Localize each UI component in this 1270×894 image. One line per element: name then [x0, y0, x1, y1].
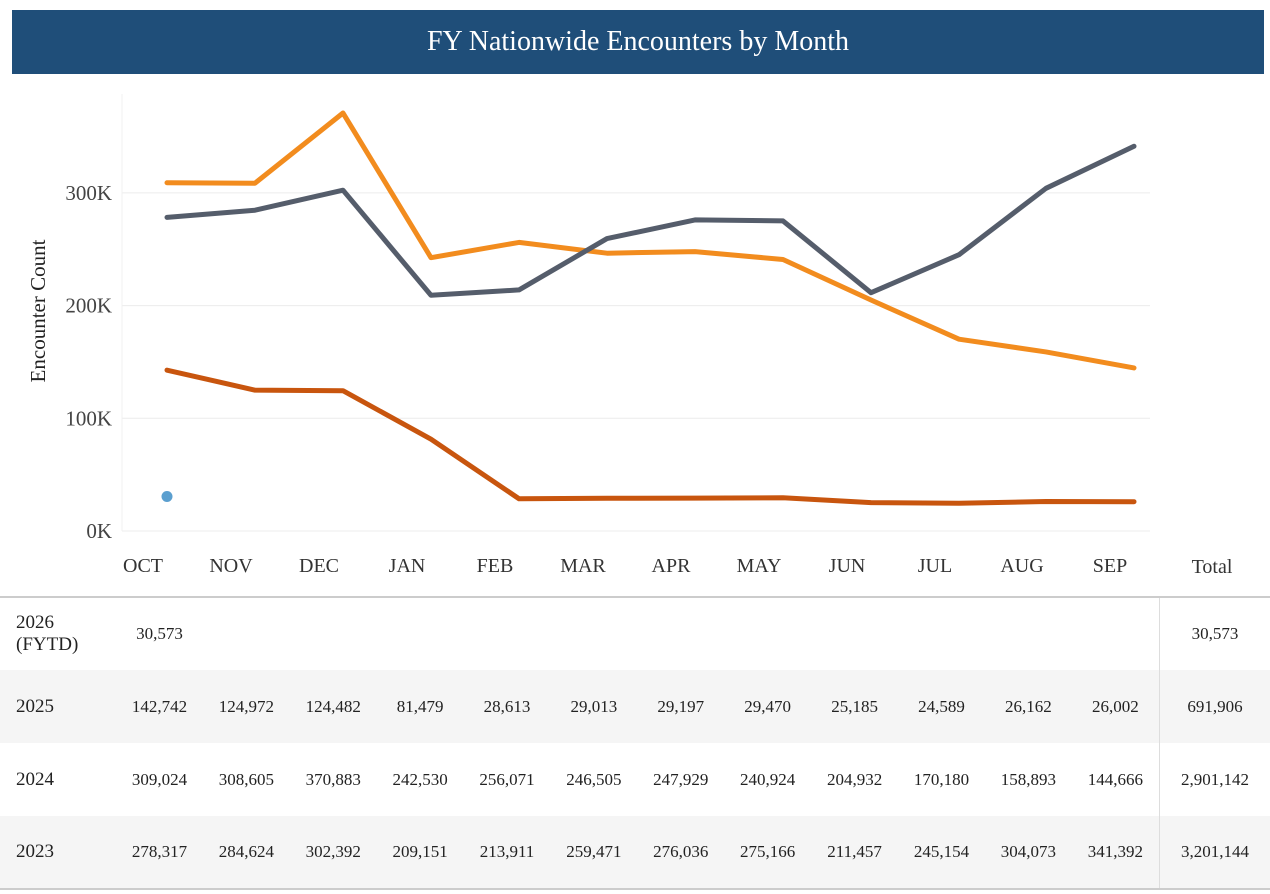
- table-cell: 124,482: [289, 670, 377, 743]
- table-cell: 26,162: [984, 670, 1072, 743]
- table-cell: [1071, 596, 1160, 670]
- table-cell: 256,071: [479, 769, 535, 789]
- row-year-label: 2023: [0, 816, 116, 890]
- y-tick-label: 0K: [86, 519, 112, 543]
- x-tick-label-mar: MAR: [560, 555, 606, 577]
- table-cell: 278,317: [116, 816, 203, 890]
- series-lines: [161, 110, 1137, 506]
- x-tick-label-dec: DEC: [299, 555, 339, 577]
- y-tick-label: 300K: [65, 181, 112, 205]
- y-axis-label: Encounter Count: [26, 239, 50, 382]
- x-tick-label-sep: SEP: [1093, 555, 1127, 577]
- table-cell: 142,742: [116, 670, 203, 743]
- y-axis-ticks: 0K 100K 200K 300K: [65, 181, 112, 543]
- y-tick-label: 100K: [65, 406, 112, 430]
- table-cell: 276,036: [637, 816, 725, 890]
- table-row: 2023 278,317 284,624 302,392 209,151 213,911 2…: [0, 816, 1270, 890]
- row-total: 3,201,144: [1159, 816, 1270, 890]
- table-cell: 24,589: [898, 670, 985, 743]
- x-tick-label-jul: JUL: [918, 555, 952, 577]
- table-row: 2025 142,742 124,972 124,482 81,479 28,613 29,…: [0, 670, 1270, 743]
- table-cell: 211,457: [811, 816, 899, 890]
- row-year-label: 2026 (FYTD): [0, 596, 116, 670]
- table-cell: 30,573: [116, 596, 203, 670]
- x-tick-label-aug: AUG: [1000, 555, 1043, 577]
- table-row: 2026 (FYTD) 30,573 30,573: [0, 596, 1270, 670]
- total-column-header: Total: [1192, 556, 1233, 578]
- row-total: 30,573: [1159, 596, 1270, 670]
- chart-title-bar: FY Nationwide Encounters by Month: [12, 10, 1264, 74]
- row-total: 2,901,142: [1159, 743, 1270, 816]
- table-cell: 302,392: [289, 816, 377, 890]
- gridlines: [121, 94, 1150, 532]
- table-cell: 370,883: [305, 769, 361, 789]
- x-axis-ticks: OCT NOV DEC JAN FEB MAR APR MAY JUN JUL AUG SEP: [123, 555, 1127, 577]
- table-cell: 242,530: [392, 769, 448, 789]
- table-cell: [463, 596, 551, 670]
- table-cell: 308,605: [218, 769, 274, 789]
- table-cell: [289, 596, 377, 670]
- row-total: 691,906: [1159, 670, 1270, 743]
- table-cell: [550, 596, 638, 670]
- x-tick-label-jan: JAN: [389, 555, 426, 577]
- x-tick-label-jun: JUN: [829, 555, 866, 577]
- table-cell: 240,924: [740, 769, 796, 789]
- table-cell: 170,180: [913, 769, 970, 789]
- series-2026-fytd-point: [161, 491, 173, 503]
- table-cell: 25,185: [811, 670, 899, 743]
- table-cell: 341,392: [1071, 816, 1160, 890]
- table-cell: 304,073: [984, 816, 1072, 890]
- table-cell: 81,479: [376, 670, 464, 743]
- table-cell: 144,666: [1087, 769, 1144, 789]
- table-cell: 246,505: [566, 769, 622, 789]
- table-cell: 29,197: [637, 670, 725, 743]
- table-row: 2024 309,024 308,605 370,883 242,530 256,071 2…: [0, 743, 1270, 816]
- table-cell: [202, 596, 290, 670]
- x-tick-label-oct: OCT: [123, 555, 163, 577]
- line-chart: 0K 100K 200K 300K Encounter Count OCT NOV DEC…: [26, 94, 1233, 578]
- series-2023-line: [164, 143, 1137, 298]
- table-cell: [898, 596, 985, 670]
- table-cell: 29,013: [550, 670, 638, 743]
- x-tick-label-apr: APR: [652, 555, 692, 577]
- table-cell: 124,972: [202, 670, 290, 743]
- table-cell: 284,624: [202, 816, 290, 890]
- table-cell: [376, 596, 464, 670]
- table-cell: [724, 596, 812, 670]
- table-cell: 245,154: [898, 816, 985, 890]
- row-year-label: 2024: [16, 768, 54, 790]
- y-tick-label: 200K: [65, 294, 112, 318]
- series-2025-line: [164, 367, 1137, 506]
- table-cell: [811, 596, 899, 670]
- data-table: 2026 (FYTD) 30,573 30,573 2025 142,742 124,972…: [0, 596, 1270, 890]
- table-cell: 259,471: [550, 816, 638, 890]
- table-cell: 28,613: [463, 670, 551, 743]
- chart-title: FY Nationwide Encounters by Month: [426, 26, 850, 57]
- table-cell: 275,166: [724, 816, 812, 890]
- table-cell: 29,470: [724, 670, 812, 743]
- table-cell: 209,151: [376, 816, 464, 890]
- table-cell: 213,911: [463, 816, 551, 890]
- table-cell: [984, 596, 1072, 670]
- x-tick-label-may: MAY: [737, 555, 782, 577]
- table-cell: 309,024: [131, 769, 188, 789]
- x-tick-label-feb: FEB: [477, 555, 514, 577]
- table-cell: 26,002: [1071, 670, 1160, 743]
- x-tick-label-nov: NOV: [209, 555, 253, 577]
- table-cell: 158,893: [1000, 769, 1056, 789]
- table-cell: 204,932: [826, 769, 883, 789]
- table-cell: 247,929: [653, 769, 709, 789]
- series-2024-line: [164, 110, 1137, 371]
- row-year-label: 2025: [0, 670, 116, 743]
- table-cell: [637, 596, 725, 670]
